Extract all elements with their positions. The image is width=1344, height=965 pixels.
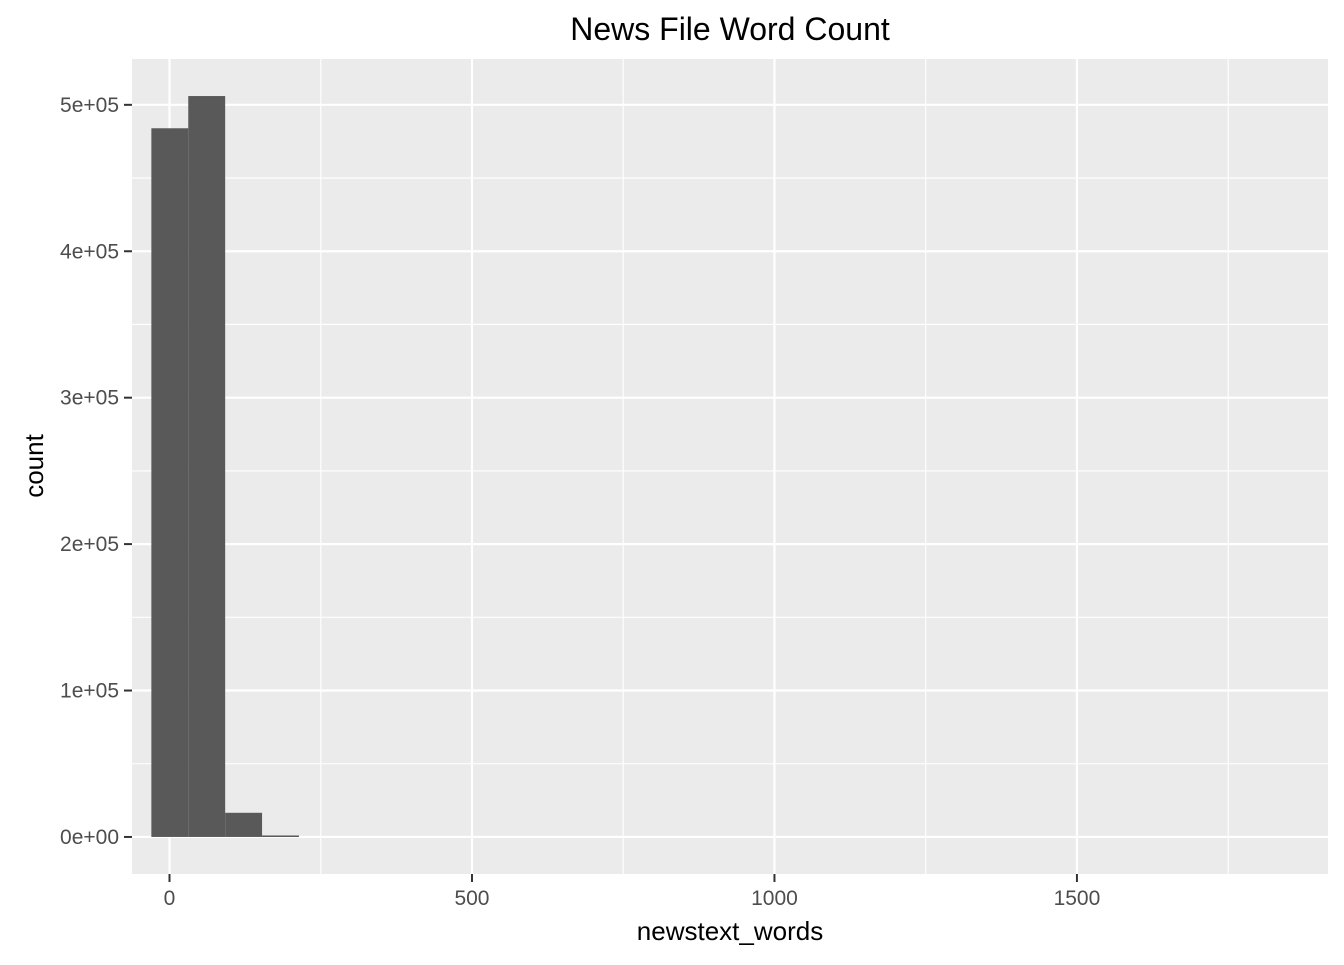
y-tick-label: 2e+05 [60,533,119,556]
x-tick-label: 0 [164,887,176,910]
y-tick-label: 3e+05 [60,387,119,410]
histogram-bar-1 [151,128,189,837]
histogram-bar-3 [225,812,263,837]
y-tick-label: 0e+00 [60,826,119,849]
plot-panel [132,59,1328,874]
x-tick-label: 1000 [751,887,798,910]
y-tick-label: 5e+05 [60,94,119,117]
x-tick-label: 500 [454,887,489,910]
histogram-bars [151,96,299,837]
y-axis: 0e+00 1e+05 2e+05 3e+05 4e+05 5e+05 [60,94,132,849]
histogram-bar-2 [188,96,226,837]
x-axis-title: newstext_words [637,916,823,946]
histogram-bar-4 [262,835,299,837]
chart-title: News File Word Count [570,11,890,47]
y-tick-label: 1e+05 [60,680,119,703]
major-gridlines [132,59,1328,874]
y-tick-label: 4e+05 [60,240,119,263]
y-axis-title: count [19,433,49,497]
x-axis: 0 500 1000 1500 [164,874,1101,910]
minor-gridlines [132,59,1328,874]
x-tick-label: 1500 [1054,887,1101,910]
